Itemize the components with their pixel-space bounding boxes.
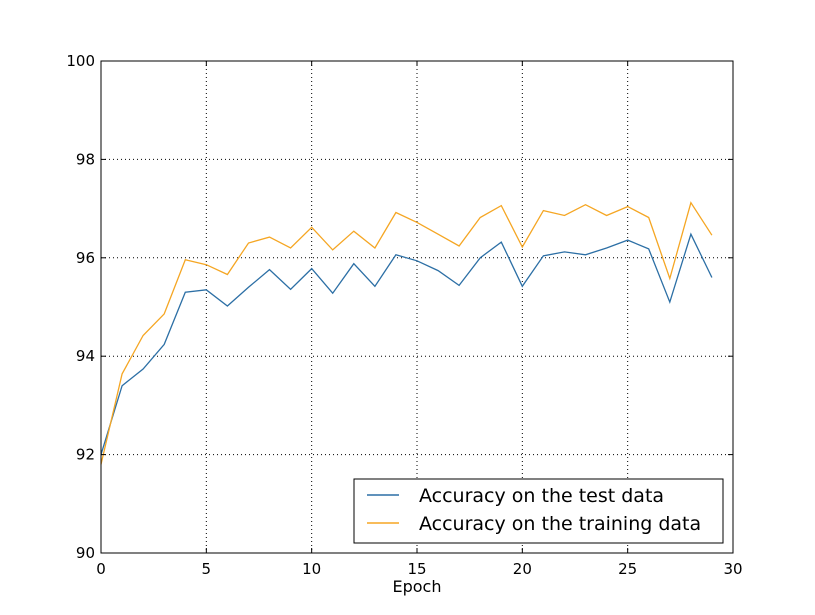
series-line-test: [100, 232, 713, 455]
x-axis-label: Epoch: [393, 577, 442, 596]
x-tick-label: 0: [96, 560, 106, 578]
legend-label-test: Accuracy on the test data: [419, 485, 664, 507]
legend-box: [353, 478, 724, 544]
x-tick-label: 30: [723, 560, 742, 578]
y-tick-label: 98: [76, 150, 95, 168]
series-line-training: [100, 201, 713, 465]
x-tick-label: 5: [202, 560, 212, 578]
grid-lines: [101, 61, 733, 553]
x-tick-label: 20: [513, 560, 532, 578]
x-tick-label: 15: [407, 560, 426, 578]
legend: Accuracy on the test data Accuracy on th…: [353, 478, 724, 544]
series-lines: [100, 201, 713, 465]
y-tick-label: 92: [76, 446, 95, 464]
x-tick-label: 10: [302, 560, 321, 578]
legend-label-training: Accuracy on the training data: [419, 513, 701, 535]
y-tick-label: 90: [76, 544, 95, 562]
y-tick-label: 96: [76, 249, 95, 267]
x-tick-label: 25: [618, 560, 637, 578]
y-tick-label: 100: [66, 52, 95, 70]
axis-ticks: 0 5 10 15 20 25 30 90 92 94 96 98 100: [66, 52, 742, 578]
y-tick-label: 94: [76, 347, 95, 365]
